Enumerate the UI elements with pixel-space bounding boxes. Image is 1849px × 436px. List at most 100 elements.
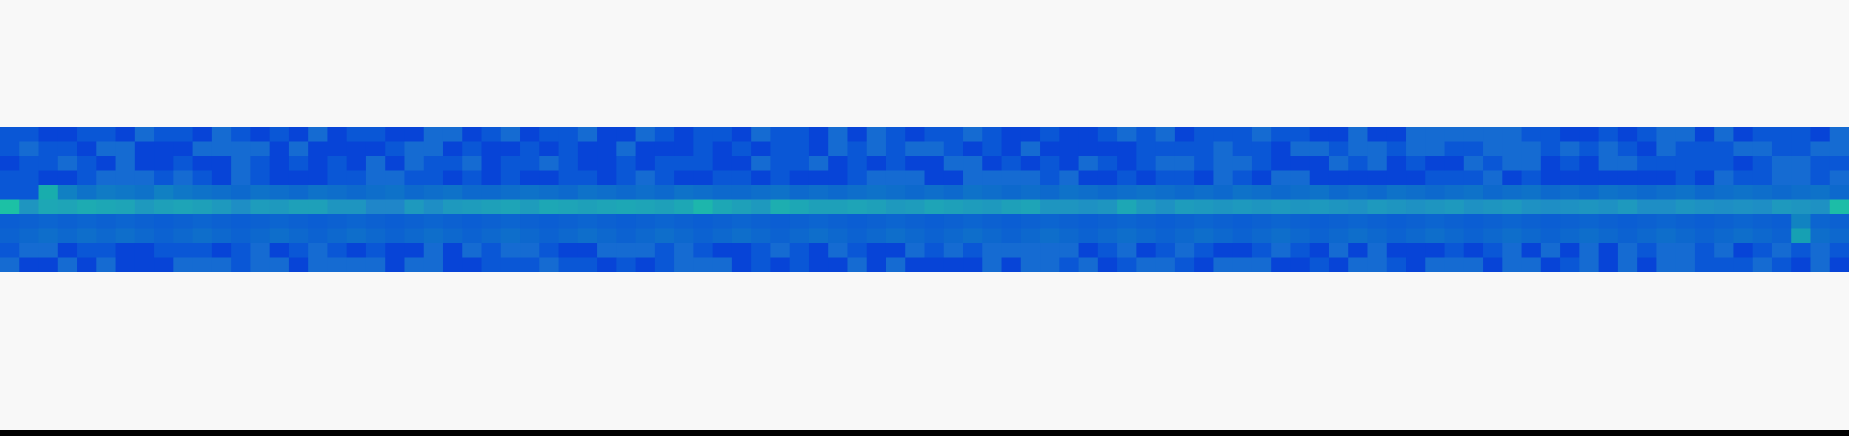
strip-cell <box>731 257 752 272</box>
strip-cell <box>558 228 579 244</box>
strip-cell <box>1771 185 1792 201</box>
strip-cell <box>1194 170 1215 186</box>
strip-cell <box>866 127 887 143</box>
strip-cell <box>1521 185 1542 201</box>
strip-cell <box>462 228 483 244</box>
strip-cell <box>481 127 502 143</box>
strip-cell <box>1829 127 1849 143</box>
strip-cell <box>1829 170 1849 186</box>
strip-cell <box>1598 214 1619 230</box>
strip-cell <box>1097 141 1118 157</box>
strip-cell <box>1406 243 1426 259</box>
strip-cell <box>38 214 59 230</box>
strip-cell <box>885 141 906 157</box>
strip-cell <box>1425 228 1446 244</box>
strip-cell <box>1579 170 1600 186</box>
strip-cell <box>635 257 656 272</box>
strip-cell <box>1425 170 1446 186</box>
strip-cell <box>308 185 329 201</box>
strip-cell <box>38 257 59 272</box>
strip-cell <box>558 214 579 230</box>
strip-cell <box>1598 243 1619 259</box>
strip-cell <box>1656 243 1677 259</box>
strip-cell <box>19 199 40 215</box>
strip-cell <box>211 199 232 215</box>
strip-cell <box>1290 185 1311 201</box>
strip-cell <box>288 170 309 186</box>
strip-cell <box>96 127 117 143</box>
strip-cell <box>943 243 964 259</box>
strip-cell <box>597 199 617 215</box>
strip-cell <box>905 170 926 186</box>
strip-cell <box>154 156 174 172</box>
strip-cell <box>1560 257 1580 272</box>
strip-cell <box>1251 156 1272 172</box>
strip-cell <box>134 127 155 143</box>
strip-cell <box>1560 214 1580 230</box>
strip-cell <box>1771 127 1792 143</box>
strip-cell <box>1155 214 1176 230</box>
strip-cell <box>1136 228 1157 244</box>
strip-cell <box>57 141 78 157</box>
strip-cell <box>1078 228 1099 244</box>
strip-cell <box>481 141 502 157</box>
strip-cell <box>115 243 136 259</box>
strip-cell <box>1656 214 1677 230</box>
strip-cell <box>1097 156 1118 172</box>
strip-cell <box>712 127 733 143</box>
strip-cell <box>1714 141 1735 157</box>
strip-cell <box>943 228 964 244</box>
strip-cell <box>1251 214 1272 230</box>
strip-cell <box>712 199 733 215</box>
strip-cell <box>1232 257 1253 272</box>
strip-cell <box>0 141 20 157</box>
strip-cell <box>1675 214 1696 230</box>
strip-cell <box>481 243 502 259</box>
strip-cell <box>1136 127 1157 143</box>
strip-cell <box>96 228 117 244</box>
strip-cell <box>674 257 694 272</box>
strip-cell <box>885 214 906 230</box>
strip-cell <box>1771 170 1792 186</box>
strip-cell <box>1309 156 1330 172</box>
strip-cell <box>1714 257 1735 272</box>
strip-cell <box>57 127 78 143</box>
strip-cell <box>1213 127 1234 143</box>
strip-cell <box>1309 141 1330 157</box>
bottom-rule <box>0 430 1849 436</box>
strip-cell <box>1675 243 1696 259</box>
strip-cell <box>866 156 887 172</box>
strip-cell <box>1078 127 1099 143</box>
strip-cell <box>654 156 675 172</box>
strip-cell <box>1675 141 1696 157</box>
strip-cell <box>385 199 406 215</box>
strip-cell <box>712 243 733 259</box>
strip-cell <box>1502 127 1523 143</box>
strip-cell <box>404 156 425 172</box>
strip-cell <box>308 199 329 215</box>
strip-cell <box>1617 214 1638 230</box>
strip-cell <box>1810 228 1831 244</box>
strip-cell <box>134 257 155 272</box>
strip-cell <box>1251 185 1272 201</box>
strip-cell <box>1097 170 1118 186</box>
strip-cell <box>1040 185 1060 201</box>
strip-cell <box>404 141 425 157</box>
strip-cell <box>1694 185 1715 201</box>
strip-cell <box>1001 199 1022 215</box>
strip-cell <box>1733 257 1754 272</box>
strip-cell <box>1463 228 1484 244</box>
strip-cell <box>423 228 444 244</box>
strip-cell <box>269 170 290 186</box>
strip-cell <box>288 199 309 215</box>
strip-cell <box>134 156 155 172</box>
strip-cell <box>1290 141 1311 157</box>
strip-cell <box>558 170 579 186</box>
strip-cell <box>77 214 97 230</box>
strip-cell <box>1328 170 1349 186</box>
strip-cell <box>1425 156 1446 172</box>
strip-cell <box>462 185 483 201</box>
strip-cell <box>442 199 463 215</box>
strip-cell <box>1194 127 1215 143</box>
strip-cell <box>385 214 406 230</box>
